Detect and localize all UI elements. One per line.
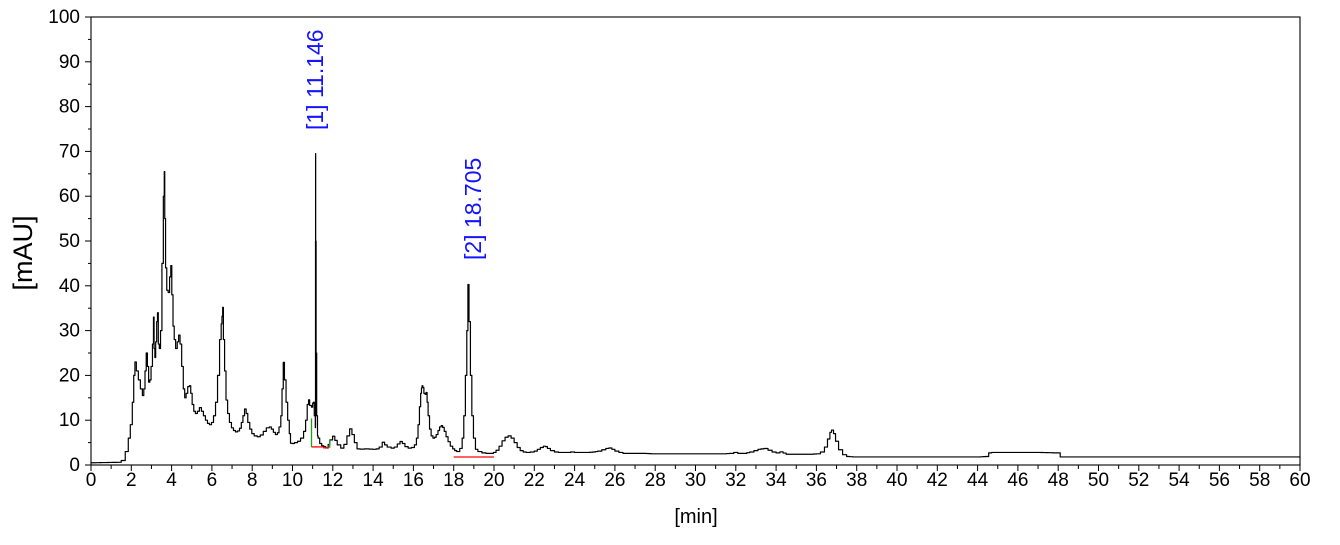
svg-text:50: 50 [59,231,80,252]
svg-text:0: 0 [86,470,97,491]
svg-text:[mAU]: [mAU] [8,215,38,290]
svg-text:34: 34 [766,470,788,491]
svg-text:30: 30 [59,321,80,342]
svg-text:80: 80 [59,97,80,118]
svg-text:6: 6 [207,470,218,491]
svg-text:52: 52 [1128,470,1149,491]
svg-text:36: 36 [806,470,827,491]
svg-text:20: 20 [59,365,80,386]
svg-text:100: 100 [48,7,80,28]
svg-text:32: 32 [725,470,746,491]
svg-text:54: 54 [1169,470,1191,491]
svg-text:[min]: [min] [674,506,717,528]
svg-text:22: 22 [524,470,545,491]
svg-text:14: 14 [363,470,385,491]
svg-text:0: 0 [69,455,80,476]
svg-text:8: 8 [247,470,258,491]
svg-text:[1] 11.146: [1] 11.146 [302,29,328,130]
svg-text:10: 10 [282,470,303,491]
svg-text:12: 12 [322,470,343,491]
svg-text:26: 26 [604,470,625,491]
svg-text:48: 48 [1048,470,1069,491]
svg-text:[2] 18.705: [2] 18.705 [460,158,486,260]
svg-text:90: 90 [59,52,80,73]
svg-text:24: 24 [564,470,586,491]
svg-text:28: 28 [645,470,666,491]
svg-text:18: 18 [443,470,464,491]
svg-text:38: 38 [846,470,867,491]
svg-text:50: 50 [1088,470,1109,491]
svg-text:60: 60 [1289,470,1310,491]
svg-text:42: 42 [927,470,948,491]
svg-text:10: 10 [59,410,80,431]
svg-text:44: 44 [967,470,989,491]
svg-text:4: 4 [166,470,177,491]
svg-text:40: 40 [886,470,907,491]
svg-text:30: 30 [685,470,706,491]
svg-text:56: 56 [1209,470,1230,491]
svg-text:70: 70 [59,141,80,162]
svg-text:46: 46 [1007,470,1028,491]
svg-text:20: 20 [483,470,504,491]
svg-text:2: 2 [126,470,137,491]
svg-text:58: 58 [1249,470,1270,491]
svg-text:16: 16 [403,470,424,491]
svg-text:60: 60 [59,186,80,207]
svg-text:40: 40 [59,276,80,297]
